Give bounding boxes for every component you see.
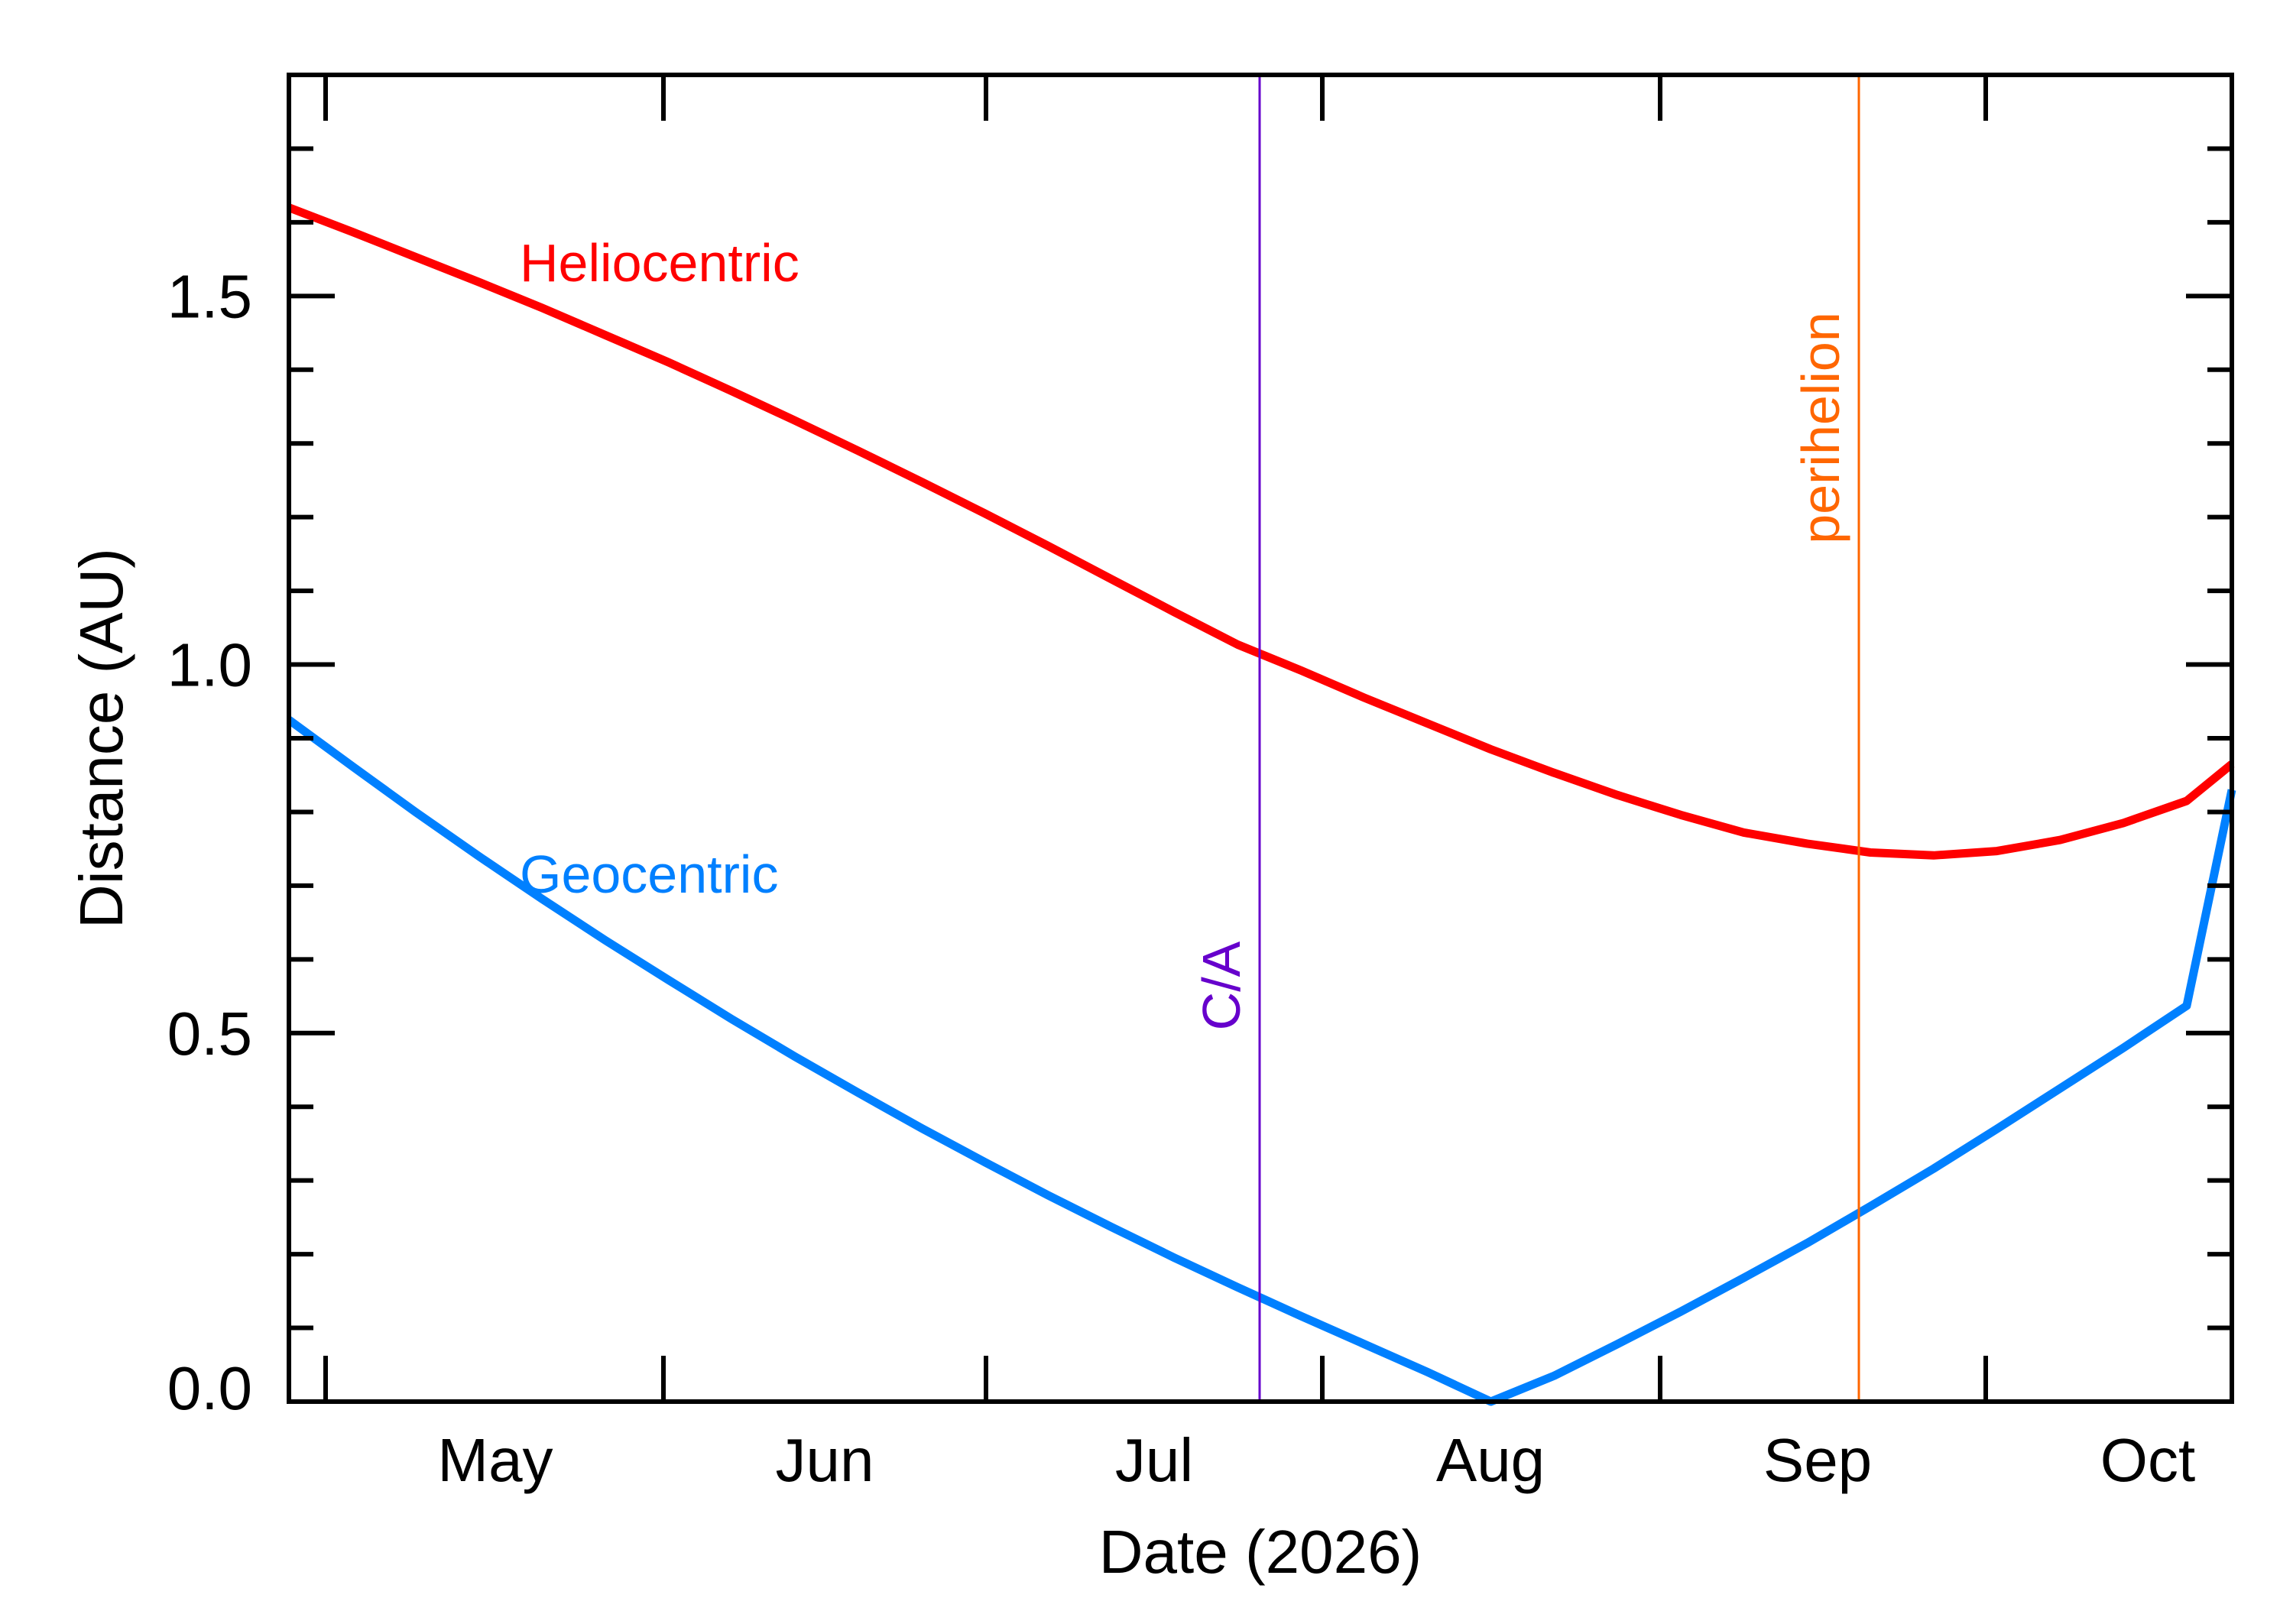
x-tick-label: Jul [1115,1426,1193,1494]
x-tick-label: Oct [2100,1426,2195,1494]
y-tick-label: 1.0 [167,631,252,699]
x-tick-label: Sep [1763,1426,1872,1494]
x-axis-label: Date (2026) [1099,1518,1422,1586]
y-tick-label: 1.5 [167,262,252,330]
marker-label-ca: C/A [1192,941,1251,1030]
event-markers: C/A perihelion [1192,75,1860,1402]
series-line-heliocentric [287,203,2235,860]
x-tick-label: Jun [776,1426,874,1494]
plot-lines [286,203,2236,1406]
y-tick-label: 0.0 [167,1354,252,1422]
series-line-geocentric [286,716,2236,1406]
y-axis-label: Distance (AU) [67,548,135,929]
series-label-geocentric: Geocentric [520,844,778,904]
marker-label-perihelion: perihelion [1791,312,1850,544]
y-axis-ticks: 0.0 0.5 1.0 1.5 [167,146,2232,1422]
x-tick-label: May [437,1426,553,1494]
x-axis-ticks: May Jun Jul Aug Sep Oct [323,75,2195,1494]
y-tick-label: 0.5 [167,1000,252,1068]
x-tick-label: Aug [1436,1426,1545,1494]
series-label-heliocentric: Heliocentric [520,233,799,293]
